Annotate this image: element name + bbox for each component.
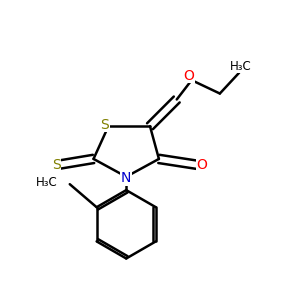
Text: S: S xyxy=(100,118,109,132)
Text: N: N xyxy=(121,171,131,185)
Text: S: S xyxy=(52,158,61,172)
Text: H₃C: H₃C xyxy=(35,176,57,189)
Text: O: O xyxy=(183,69,194,83)
Text: H₃C: H₃C xyxy=(230,60,251,73)
Text: O: O xyxy=(196,158,208,172)
